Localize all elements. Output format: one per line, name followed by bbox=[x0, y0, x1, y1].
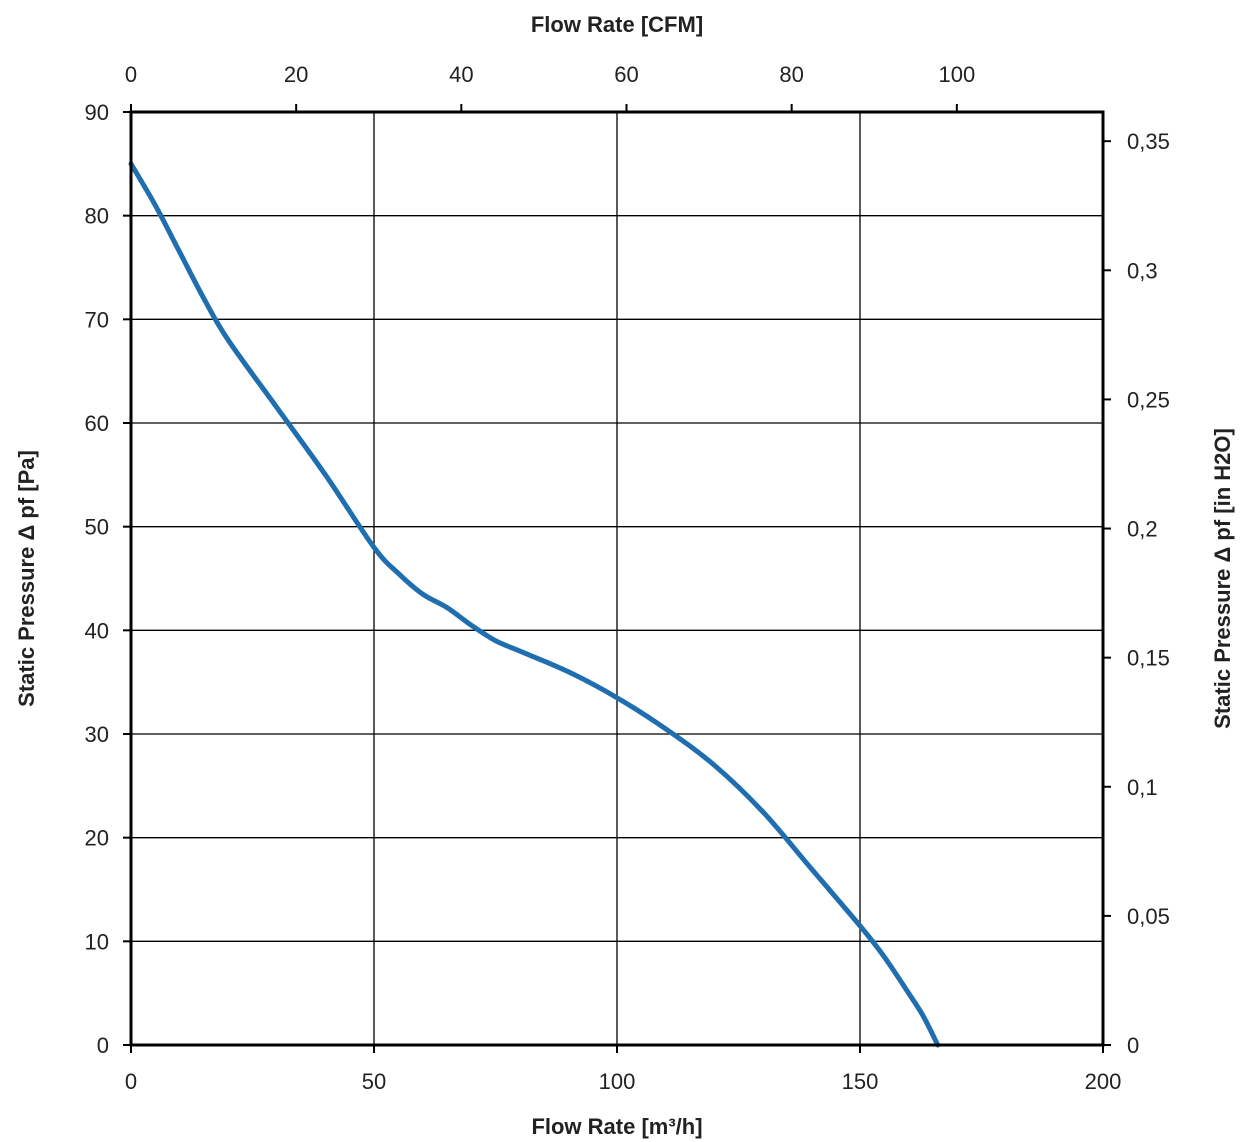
y-left-tick-label: 10 bbox=[85, 929, 109, 954]
x-bottom-tick-label: 50 bbox=[362, 1069, 386, 1094]
x-top-tick-label: 20 bbox=[284, 62, 308, 87]
pressure-curve bbox=[128, 161, 941, 1048]
x-bottom-tick-label: 200 bbox=[1085, 1069, 1122, 1094]
x-top-tick-label: 0 bbox=[125, 62, 137, 87]
y-left-axis-title: Static Pressure Δ pf [Pa] bbox=[14, 450, 39, 707]
x-bottom-tick-label: 0 bbox=[125, 1069, 137, 1094]
y-left-tick-label: 0 bbox=[97, 1033, 109, 1058]
y-right-tick-label: 0,35 bbox=[1127, 129, 1170, 154]
y-right-tick-label: 0,05 bbox=[1127, 904, 1170, 929]
x-top-tick-label: 100 bbox=[938, 62, 975, 87]
y-left-tick-label: 40 bbox=[85, 618, 109, 643]
x-top-tick-label: 40 bbox=[449, 62, 473, 87]
x-bottom-tick-label: 150 bbox=[842, 1069, 879, 1094]
y-left-tick-label: 50 bbox=[85, 515, 109, 540]
y-left-tick-label: 90 bbox=[85, 100, 109, 125]
y-right-axis-title: Static Pressure Δ pf [in H2O] bbox=[1210, 428, 1235, 729]
y-left-tick-label: 30 bbox=[85, 722, 109, 747]
y-right-tick-label: 0 bbox=[1127, 1033, 1139, 1058]
x-bottom-axis-title: Flow Rate [m³/h] bbox=[531, 1114, 702, 1139]
y-left-tick-label: 20 bbox=[85, 826, 109, 851]
x-top-axis-title: Flow Rate [CFM] bbox=[531, 12, 703, 37]
y-left-tick-label: 60 bbox=[85, 411, 109, 436]
y-right-tick-label: 0,15 bbox=[1127, 646, 1170, 671]
y-right-tick-label: 0,1 bbox=[1127, 775, 1158, 800]
x-bottom-tick-label: 100 bbox=[599, 1069, 636, 1094]
x-top-tick-label: 60 bbox=[614, 62, 638, 87]
y-right-tick-label: 0,25 bbox=[1127, 387, 1170, 412]
axis-ticks bbox=[123, 104, 1111, 1053]
y-right-tick-label: 0,2 bbox=[1127, 517, 1158, 542]
series-layer bbox=[128, 161, 941, 1048]
grid-lines bbox=[131, 112, 1103, 1045]
y-left-tick-label: 80 bbox=[85, 204, 109, 229]
y-right-tick-label: 0,3 bbox=[1127, 258, 1158, 283]
y-left-tick-label: 70 bbox=[85, 307, 109, 332]
x-top-tick-label: 80 bbox=[779, 62, 803, 87]
